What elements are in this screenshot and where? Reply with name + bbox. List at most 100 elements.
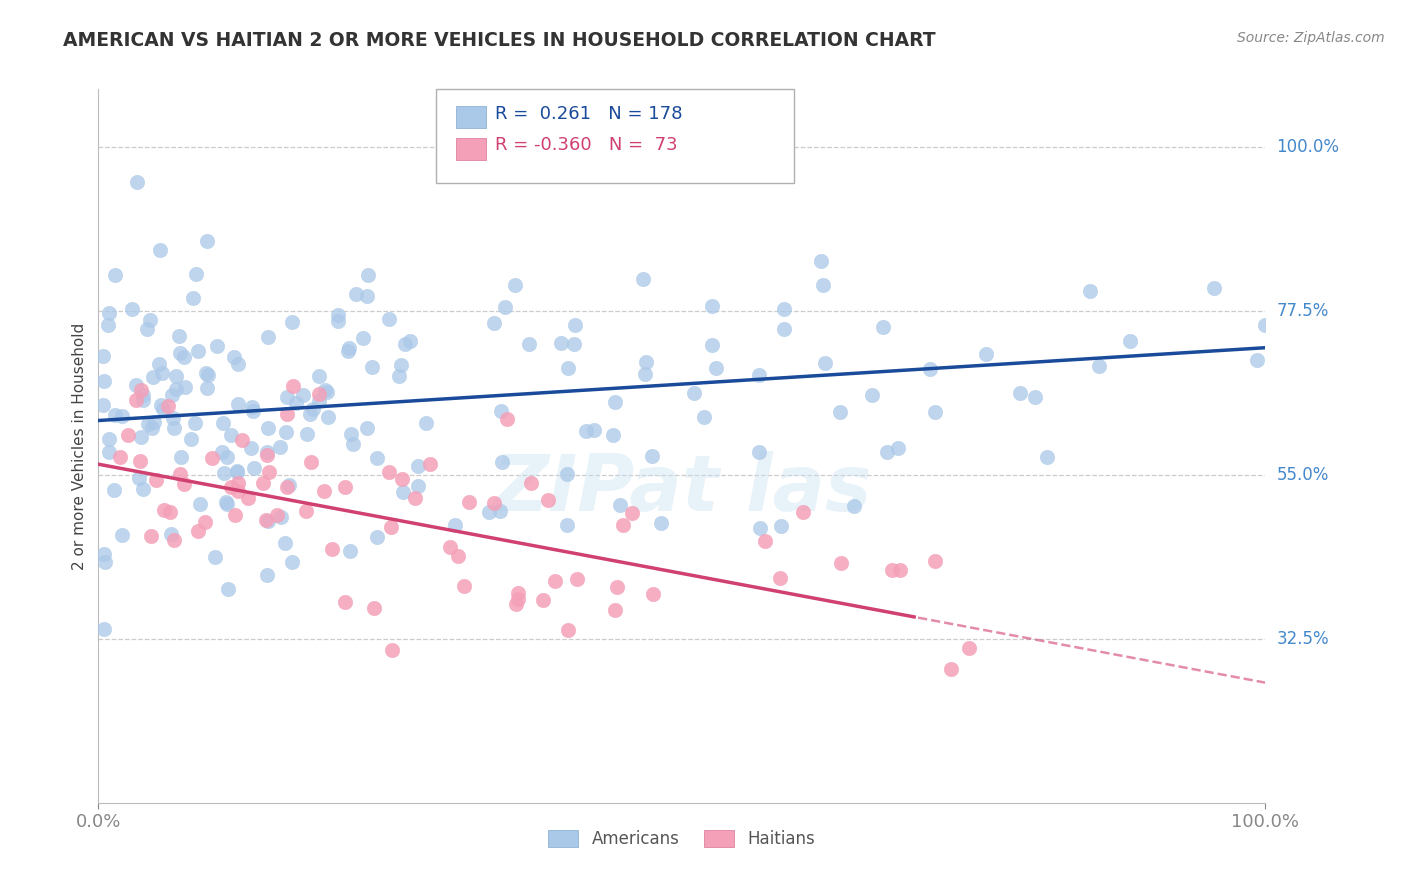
- Point: [1087, 359, 1109, 373]
- Point: [458, 495, 481, 509]
- Point: [226, 476, 249, 491]
- Point: [747, 444, 769, 458]
- Point: [142, 415, 165, 429]
- Point: [555, 518, 578, 533]
- Point: [169, 467, 191, 481]
- Point: [142, 370, 165, 384]
- Point: [228, 483, 250, 498]
- Point: [682, 385, 704, 400]
- Text: 55.0%: 55.0%: [1277, 467, 1329, 484]
- Point: [557, 623, 579, 637]
- Point: [215, 494, 238, 508]
- Point: [633, 367, 655, 381]
- Point: [748, 521, 770, 535]
- Point: [197, 368, 219, 383]
- Point: [880, 563, 903, 577]
- Point: [132, 388, 155, 402]
- Point: [773, 322, 796, 336]
- Point: [555, 467, 578, 481]
- Point: [145, 473, 167, 487]
- Text: Source: ZipAtlas.com: Source: ZipAtlas.com: [1237, 31, 1385, 45]
- Point: [339, 543, 361, 558]
- Point: [162, 410, 184, 425]
- Point: [378, 465, 401, 479]
- Point: [121, 302, 143, 317]
- Point: [321, 542, 343, 557]
- Point: [650, 516, 672, 531]
- Point: [236, 491, 259, 505]
- Point: [830, 556, 852, 570]
- Point: [392, 484, 415, 499]
- Point: [205, 339, 228, 353]
- Point: [149, 244, 172, 258]
- Point: [93, 548, 115, 562]
- Point: [1254, 318, 1277, 332]
- Point: [256, 448, 278, 462]
- Point: [394, 337, 416, 351]
- Point: [224, 508, 246, 523]
- Point: [217, 582, 239, 597]
- Point: [631, 272, 654, 286]
- Point: [957, 640, 980, 655]
- Point: [167, 328, 190, 343]
- Point: [770, 519, 793, 533]
- Point: [920, 362, 942, 376]
- Point: [860, 388, 883, 402]
- Point: [564, 337, 586, 351]
- Point: [256, 568, 278, 582]
- Point: [240, 401, 263, 415]
- Point: [141, 421, 163, 435]
- Point: [537, 492, 560, 507]
- Point: [148, 357, 170, 371]
- Point: [187, 344, 209, 359]
- Point: [356, 288, 378, 302]
- Point: [160, 526, 183, 541]
- Point: [163, 421, 186, 435]
- Point: [704, 360, 727, 375]
- Point: [769, 571, 792, 585]
- Point: [187, 524, 209, 538]
- Text: AMERICAN VS HAITIAN 2 OR MORE VEHICLES IN HOUSEHOLD CORRELATION CHART: AMERICAN VS HAITIAN 2 OR MORE VEHICLES I…: [63, 31, 936, 50]
- Point: [269, 440, 291, 454]
- Point: [404, 491, 426, 506]
- Point: [810, 254, 832, 268]
- Point: [544, 574, 567, 589]
- Point: [136, 322, 159, 336]
- Point: [276, 425, 298, 439]
- Point: [136, 417, 159, 432]
- Point: [276, 407, 298, 421]
- Point: [641, 449, 664, 463]
- Text: R =  0.261   N = 178: R = 0.261 N = 178: [495, 105, 682, 123]
- Text: R = -0.360   N =  73: R = -0.360 N = 73: [495, 136, 678, 154]
- Point: [195, 234, 218, 248]
- Point: [195, 381, 218, 395]
- Point: [173, 476, 195, 491]
- Point: [211, 444, 233, 458]
- Point: [125, 378, 148, 392]
- Point: [226, 397, 249, 411]
- Point: [606, 580, 628, 594]
- Point: [111, 528, 134, 542]
- Point: [391, 472, 413, 486]
- Point: [222, 351, 245, 365]
- Point: [974, 347, 997, 361]
- Point: [201, 450, 224, 465]
- Point: [129, 430, 152, 444]
- Point: [93, 374, 115, 388]
- Point: [212, 466, 235, 480]
- Point: [266, 508, 288, 522]
- Point: [366, 530, 388, 544]
- Point: [127, 176, 149, 190]
- Point: [1024, 390, 1046, 404]
- Point: [342, 437, 364, 451]
- Point: [439, 541, 461, 555]
- Point: [173, 350, 195, 364]
- Point: [281, 315, 304, 329]
- Point: [252, 475, 274, 490]
- Point: [889, 563, 911, 577]
- Point: [446, 549, 468, 563]
- Point: [1246, 353, 1268, 368]
- Point: [302, 401, 325, 416]
- Point: [131, 383, 153, 397]
- Point: [484, 496, 506, 510]
